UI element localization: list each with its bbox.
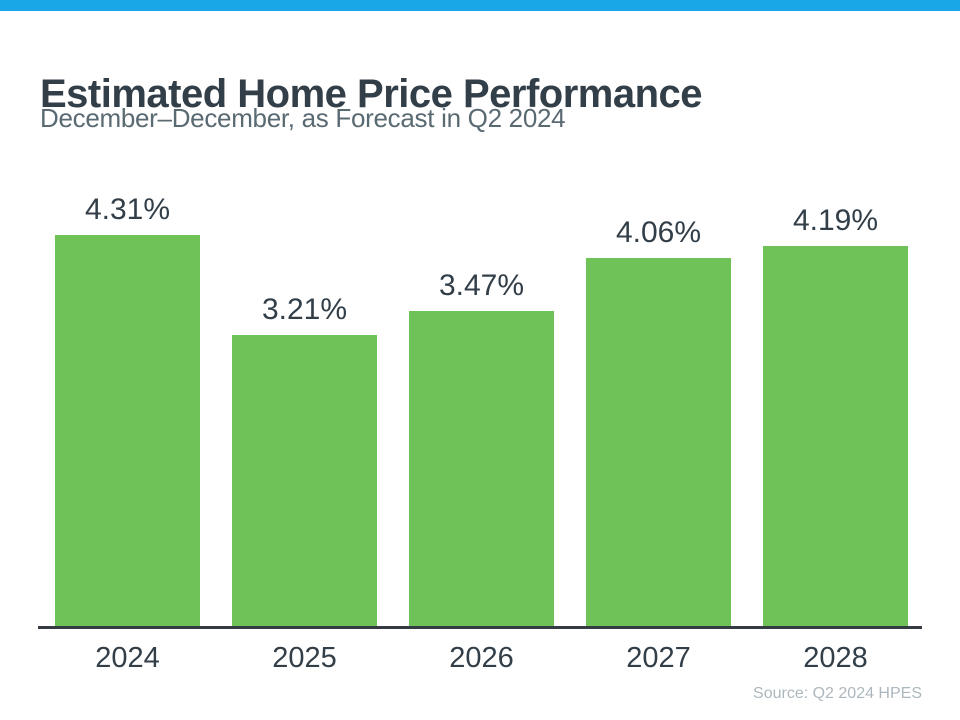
x-axis-line: [38, 626, 922, 629]
top-accent-bar: [0, 0, 960, 11]
bar-2025: [232, 335, 377, 626]
x-axis-label-2025: 2025: [272, 642, 337, 674]
x-axis-label-2026: 2026: [449, 642, 514, 674]
bar-value-label-2028: 4.19%: [792, 204, 879, 237]
page-subtitle: December–December, as Forecast in Q2 202…: [40, 103, 566, 133]
x-axis-label-2028: 2028: [803, 642, 868, 674]
source-note: Source: Q2 2024 HPES: [753, 685, 922, 702]
bar-value-label-2026: 3.47%: [438, 269, 525, 302]
bar-2027: [586, 258, 731, 626]
page-title: Estimated Home Price Performance: [40, 71, 703, 116]
bar-2024: [55, 235, 200, 626]
x-axis-label-2027: 2027: [626, 642, 691, 674]
x-axis-label-2024: 2024: [95, 642, 160, 674]
bar-value-label-2027: 4.06%: [615, 216, 702, 249]
bar-value-label-2024: 4.31%: [84, 193, 171, 226]
bar-2026: [409, 311, 554, 626]
bar-value-label-2025: 3.21%: [261, 293, 348, 326]
bar-2028: [763, 246, 908, 626]
